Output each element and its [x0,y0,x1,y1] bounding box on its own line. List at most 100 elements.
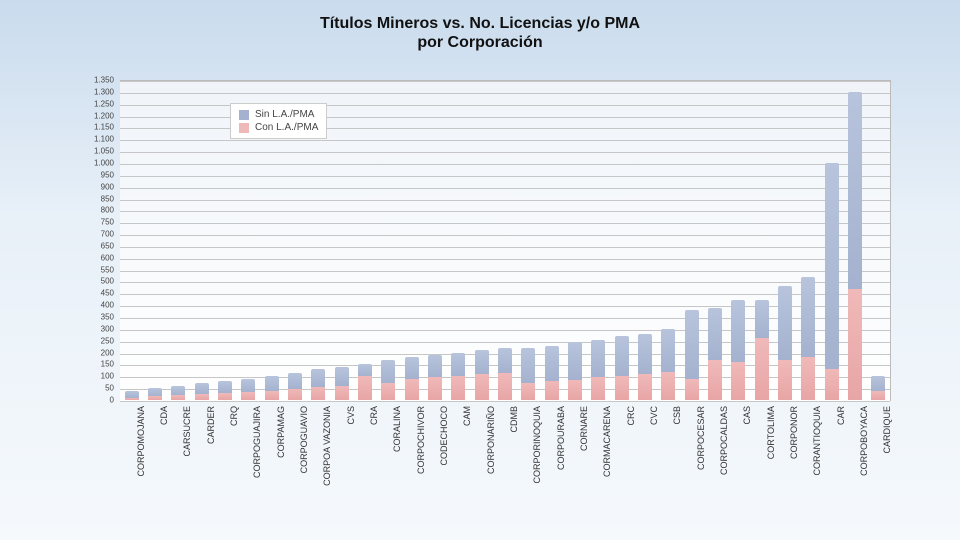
x-tick-label: CORANTIOQUIA [812,406,822,476]
bar-segment-sin [171,386,185,395]
bar-segment-sin [568,342,582,380]
bar-segment-sin [755,300,769,338]
bar-segment-con [475,374,489,400]
x-tick-label: CARDIQUE [882,406,892,454]
bar-segment-con [731,362,745,400]
bar-segment-sin [311,369,325,387]
bar-segment-sin [428,355,442,378]
bar-segment-sin [195,383,209,394]
y-tick-label: 800 [101,206,114,215]
bar-segment-con [755,338,769,400]
x-tick-label: CORTOLIMA [766,406,776,459]
y-tick-label: 1.300 [94,87,114,96]
bar-segment-sin [405,357,419,378]
x-tick-label: CVC [649,406,659,425]
bar [638,334,652,400]
y-tick-label: 1.000 [94,158,114,167]
x-axis: CORPOMOJANACDACARSUCRECARDERCRQCORPOGUAJ… [120,400,890,510]
x-tick-label: CORPOURABA [556,406,566,470]
y-tick-label: 1.050 [94,147,114,156]
bar-segment-con [545,381,559,400]
legend-item-con: Con L.A./PMA [239,121,318,134]
y-tick-label: 900 [101,182,114,191]
bar-segment-sin [521,348,535,384]
bar-segment-con [265,391,279,400]
x-tick-label: CAS [742,406,752,425]
bar-segment-sin [148,388,162,396]
bar [825,163,839,400]
bar [708,308,722,400]
bar [615,336,629,400]
bar-segment-con [848,289,862,400]
bar-segment-con [311,387,325,400]
bar-segment-con [521,383,535,400]
bar-segment-sin [801,277,815,358]
y-axis: 0501001502002503003504004505005506006507… [70,80,118,400]
bar [848,92,862,400]
bar [311,369,325,400]
y-tick-label: 750 [101,218,114,227]
bar-segment-sin [545,346,559,382]
bar [545,345,559,400]
x-tick-label: CORPOCHIVOR [416,406,426,474]
bar [661,329,675,400]
bar-segment-sin [615,336,629,376]
x-tick-label: CORPORINOQUIA [532,406,542,484]
legend-swatch-sin [239,110,249,120]
legend-label-sin: Sin L.A./PMA [255,109,314,120]
x-tick-label: CORPOCESAR [696,406,706,470]
x-tick-label: CORNARE [579,406,589,451]
legend-swatch-con [239,123,249,133]
bar-segment-con [288,389,302,400]
x-tick-label: CORPOBOYACA [859,406,869,476]
bar-segment-sin [685,310,699,379]
y-tick-label: 950 [101,170,114,179]
bar-segment-con [218,393,232,400]
bar-segment-con [685,379,699,400]
bar [568,342,582,400]
x-tick-label: CRA [369,406,379,425]
x-tick-label: CAM [462,406,472,426]
bar-segment-con [871,391,885,400]
bar [148,388,162,400]
bar-segment-sin [241,379,255,392]
x-tick-label: CORPAMAG [276,406,286,458]
bar [498,348,512,400]
bar-segment-sin [848,92,862,289]
bar-segment-con [451,376,465,400]
x-tick-label: CORPOMOJANA [136,406,146,477]
bar [358,364,372,400]
y-tick-label: 550 [101,265,114,274]
x-tick-label: CORPOCALDAS [719,406,729,475]
bar [521,348,535,400]
bar [241,379,255,400]
x-tick-label: CARSUCRE [182,406,192,457]
x-tick-label: CRQ [229,406,239,426]
y-tick-label: 300 [101,324,114,333]
bar-segment-con [405,379,419,400]
y-tick-label: 850 [101,194,114,203]
y-tick-label: 500 [101,277,114,286]
legend-item-sin: Sin L.A./PMA [239,108,318,121]
y-tick-label: 650 [101,241,114,250]
bar-segment-sin [825,163,839,369]
bar [755,300,769,400]
x-tick-label: CDA [159,406,169,425]
bar [288,373,302,400]
bar-segment-sin [475,350,489,374]
bar [871,376,885,400]
bar-segment-sin [778,286,792,359]
x-tick-label: CAR [836,406,846,425]
bar-segment-con [568,380,582,400]
bar-segment-sin [451,353,465,377]
bar-segment-sin [591,340,605,378]
bar-segment-con [241,392,255,400]
bar [731,300,745,400]
x-tick-label: CSB [672,406,682,425]
y-tick-label: 250 [101,336,114,345]
bar-segment-con [358,376,372,400]
bar [195,383,209,400]
bar [125,391,139,400]
bar-segment-con [778,360,792,400]
chart-title: Títulos Mineros vs. No. Licencias y/o PM… [0,0,960,52]
